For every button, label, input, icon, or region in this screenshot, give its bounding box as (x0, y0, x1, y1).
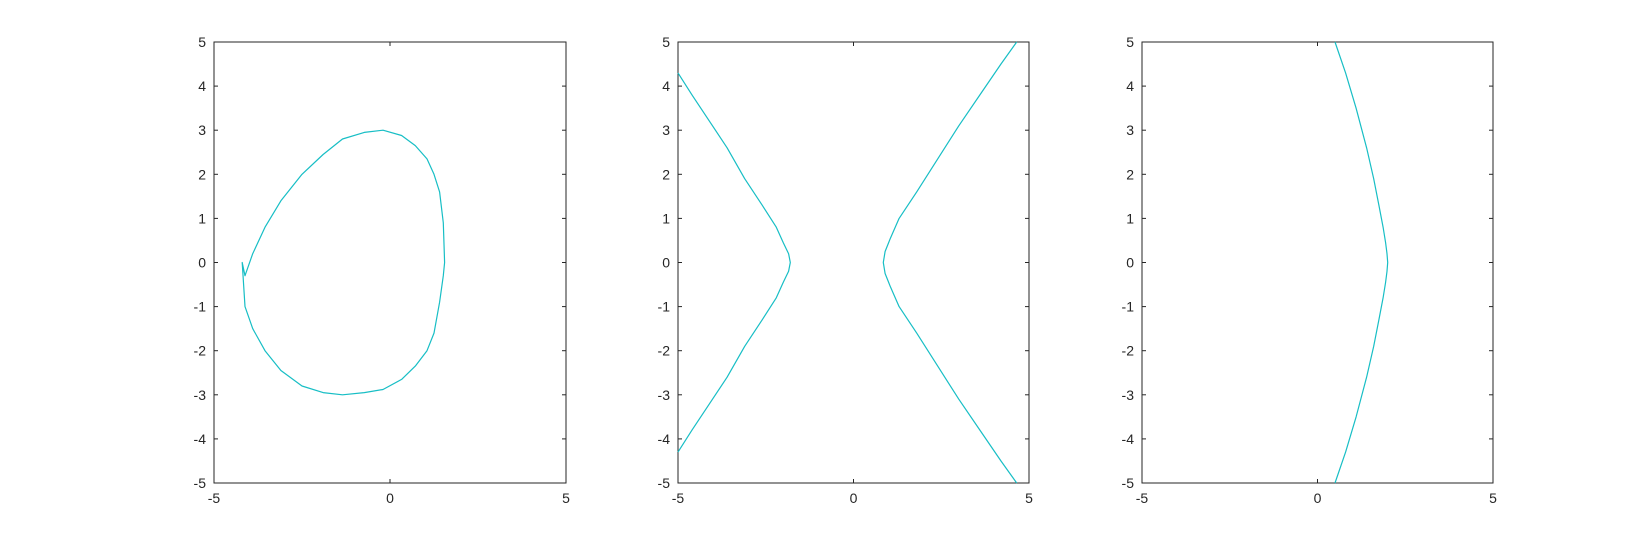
y-tick-label: 4 (1126, 78, 1134, 94)
y-tick-label: -2 (1122, 343, 1135, 359)
axes-box (1141, 41, 1494, 484)
y-tick-label: 1 (662, 210, 670, 226)
y-tick-label: -5 (1122, 475, 1135, 491)
y-tick-label: 3 (662, 122, 670, 138)
y-tick-label: 5 (198, 34, 206, 50)
y-tick-label: 5 (1126, 34, 1134, 50)
x-tick-label: -5 (208, 490, 221, 506)
x-tick-label: 5 (1025, 490, 1033, 506)
y-tick-label: -2 (658, 343, 671, 359)
x-tick-label: 0 (1314, 490, 1322, 506)
subplot-1: -5 0 5 -5 -4 -3 -2 -1 0 1 2 3 4 5 (194, 34, 571, 506)
y-tick-label: -4 (658, 431, 671, 447)
y-tick-label: 5 (662, 34, 670, 50)
y-tick-label: -3 (658, 387, 671, 403)
y-tick-label: 1 (1126, 210, 1134, 226)
y-tick-label: -1 (1122, 299, 1135, 315)
y-tick-label: 3 (198, 122, 206, 138)
y-tick-label: 3 (1126, 122, 1134, 138)
x-tick-label: 5 (562, 490, 570, 506)
series-line (241, 129, 446, 396)
x-tick-label: -5 (672, 490, 685, 506)
y-tick-label: 0 (662, 255, 670, 271)
series-line (1334, 41, 1389, 484)
y-tick-label: -1 (194, 299, 207, 315)
y-tick-label: 2 (662, 166, 670, 182)
y-tick-label: -3 (194, 387, 207, 403)
x-tick-label: -5 (1136, 490, 1149, 506)
y-tick-label: -3 (1122, 387, 1135, 403)
y-tick-label: 1 (198, 210, 206, 226)
subplot-3: -5 0 5 -5 -4 -3 -2 -1 0 1 2 3 4 5 (1122, 34, 1498, 506)
y-tick-label: -5 (194, 475, 207, 491)
series-line (677, 72, 791, 453)
y-tick-label: 4 (662, 78, 670, 94)
y-tick-label: 2 (198, 166, 206, 182)
x-tick-label: 0 (850, 490, 858, 506)
y-tick-label: 0 (1126, 255, 1134, 271)
y-tick-label: -4 (194, 431, 207, 447)
y-tick-label: 0 (198, 255, 206, 271)
y-tick-label: -2 (194, 343, 207, 359)
subplot-2: -5 0 5 -5 -4 -3 -2 -1 0 1 2 3 4 5 (658, 34, 1034, 506)
series-line (882, 41, 1018, 484)
x-tick-label: 5 (1489, 490, 1497, 506)
x-tick-label: 0 (386, 490, 394, 506)
axes-box (213, 41, 567, 484)
y-tick-label: -4 (1122, 431, 1135, 447)
y-tick-label: -1 (658, 299, 671, 315)
y-tick-label: 2 (1126, 166, 1134, 182)
y-tick-label: 4 (198, 78, 206, 94)
y-tick-label: -5 (658, 475, 671, 491)
axes-box (677, 41, 1030, 484)
